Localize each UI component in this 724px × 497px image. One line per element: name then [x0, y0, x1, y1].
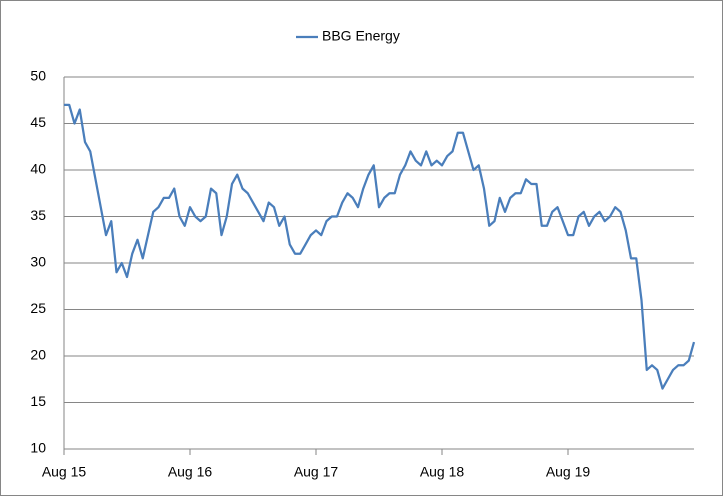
x-tick-label: Aug 16	[168, 464, 213, 480]
legend-label: BBG Energy	[322, 28, 400, 44]
y-tick-label: 30	[30, 254, 46, 270]
y-tick-label: 40	[30, 161, 46, 177]
y-tick-label: 50	[30, 68, 46, 84]
y-tick-label: 10	[30, 440, 46, 456]
x-tick-label: Aug 18	[420, 464, 465, 480]
x-tick-label: Aug 17	[294, 464, 339, 480]
y-tick-label: 20	[30, 347, 46, 363]
y-tick-label: 15	[30, 393, 46, 409]
data-line	[64, 103, 696, 390]
x-tick-label: Aug 15	[42, 464, 87, 480]
y-tick-label: 45	[30, 114, 46, 130]
y-tick-label: 25	[30, 300, 46, 316]
y-tick-label: 35	[30, 207, 46, 223]
x-tick-label: Aug 19	[546, 464, 591, 480]
